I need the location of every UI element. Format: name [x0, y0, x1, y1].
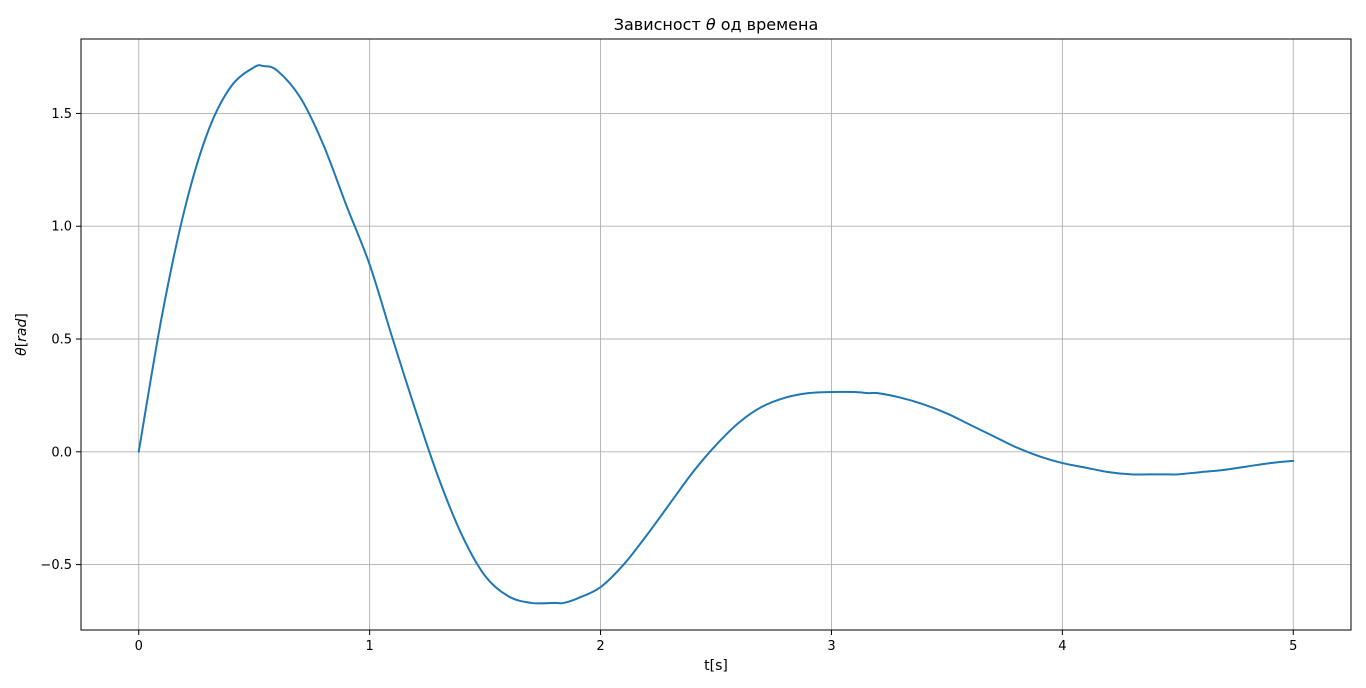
plot-frame	[80, 38, 1352, 631]
ylabel-theta: θ	[14, 347, 30, 356]
x-axis-label: t[s]	[704, 658, 728, 674]
ylabel-unit: rad	[14, 318, 30, 341]
y-tick-label: 0.5	[51, 333, 72, 348]
x-tick-label: 5	[1289, 639, 1297, 654]
title-part-2: од времена	[716, 15, 819, 34]
title-theta-symbol: θ	[706, 15, 716, 34]
theta-series-line	[137, 64, 1295, 605]
y-tick-label: 1.0	[51, 220, 72, 235]
y-axis-label: θ[rad]	[14, 313, 30, 356]
x-tick-label: 3	[827, 639, 835, 654]
title-part-1: Зависност	[614, 15, 706, 34]
y-tick-label: −0.5	[40, 558, 72, 573]
x-tick-label: 2	[596, 639, 604, 654]
y-tick-label: 0.0	[51, 445, 72, 460]
ylabel-bracket-open: [	[14, 342, 30, 347]
ticks-layer: 0 1 2 3 4 5 −0.5 0.0 0.5 1.0 1.5	[40, 107, 1297, 654]
y-tick-label: 1.5	[51, 107, 72, 122]
series-layer	[137, 64, 1295, 605]
chart-title: Зависност θ од времена	[614, 15, 819, 34]
grid-layer	[81, 39, 1351, 630]
x-tick-label: 1	[365, 639, 373, 654]
x-tick-label: 4	[1058, 639, 1066, 654]
x-tick-label: 0	[135, 639, 143, 654]
ylabel-bracket-close: ]	[14, 313, 30, 318]
